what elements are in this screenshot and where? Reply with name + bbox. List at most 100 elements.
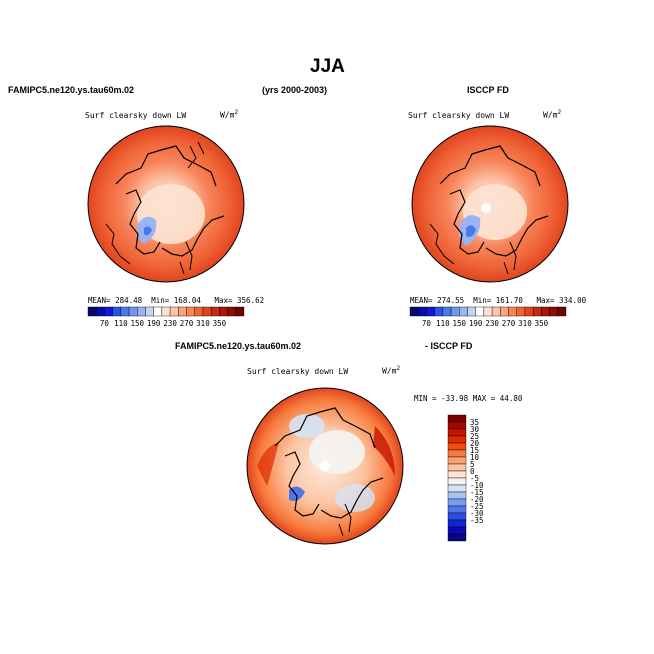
panel1-stats: MEAN= 284.48 Min= 168.04 Max= 356.62	[88, 296, 265, 305]
colorbar-tick-label: 10	[470, 453, 480, 462]
colorbar-swatch	[161, 306, 171, 317]
colorbar-swatch	[418, 306, 427, 317]
colorbar-tick-label: 270	[502, 319, 516, 328]
colorbar-tick-label: -5	[470, 474, 479, 483]
colorbar-tick-label: 150	[452, 319, 466, 328]
colorbar-tick-label: -30	[470, 509, 484, 518]
colorbar-swatch	[450, 306, 460, 317]
colorbar-tick-label: 25	[470, 432, 479, 441]
colorbar-tick-label: 20	[470, 439, 480, 448]
colorbar-swatch	[112, 306, 122, 317]
colorbar-swatch	[447, 512, 467, 521]
colorbar-swatch	[409, 306, 419, 317]
colorbar-swatch	[532, 306, 542, 317]
colorbar-swatch	[491, 306, 501, 317]
colorbar-tick-label: -25	[470, 502, 484, 511]
colorbar-swatch	[557, 306, 567, 317]
colorbar-swatch	[447, 442, 467, 451]
colorbar-swatch	[153, 306, 163, 317]
coastline	[115, 145, 217, 187]
colorbar-swatch	[447, 435, 467, 444]
colorbar-swatch	[541, 306, 550, 317]
colorbar-swatch	[447, 505, 467, 514]
colorbar-tick-label: 15	[470, 446, 479, 455]
colorbar-swatch	[549, 306, 558, 317]
panel3-units: W/m2	[382, 365, 401, 376]
colorbar-swatch	[508, 306, 517, 317]
panel1-variable-label: Surf clearsky down LW	[85, 111, 187, 120]
colorbar-swatch	[178, 306, 187, 317]
colorbar-swatch	[447, 449, 467, 458]
colorbar-swatch	[235, 306, 245, 317]
colorbar-swatch	[447, 456, 467, 465]
colorbar-swatch	[459, 306, 468, 317]
colorbar-obs: 70 110 150 190 230 270 310 350	[409, 306, 567, 328]
colorbar-swatch	[467, 306, 476, 317]
colorbar-tick-label: -15	[470, 488, 484, 497]
colorbar-swatch	[96, 306, 105, 317]
map-model-polar	[87, 125, 245, 283]
colorbar-swatch	[447, 470, 467, 479]
colorbar-tick-label: 0	[470, 467, 475, 476]
panel3-minmax: MIN = -33.98 MAX = 44.80	[414, 394, 523, 403]
colorbar-swatch	[186, 306, 195, 317]
coastline	[439, 145, 541, 187]
pole-hole	[481, 203, 491, 213]
colorbar-swatch	[483, 306, 493, 317]
colorbar-swatch	[447, 519, 467, 528]
map-obs-polar	[411, 125, 569, 283]
colorbar-swatch	[128, 306, 138, 317]
colorbar-tick-label: 350	[213, 319, 227, 328]
years-header: (yrs 2000-2003)	[262, 85, 328, 95]
panel3-variable-label: Surf clearsky down LW	[247, 367, 349, 376]
panel2-variable-label: Surf clearsky down LW	[408, 111, 510, 120]
colorbar-tick-label: 70	[422, 319, 432, 328]
colorbar-swatch	[516, 306, 526, 317]
colorbar-swatch	[500, 306, 509, 317]
model-case-header: FAMIPC5.ne120.ys.tau60m.02	[8, 85, 135, 95]
colorbar-tick-label: 270	[180, 319, 194, 328]
colorbar-tick-label: 110	[436, 319, 450, 328]
panel1-units: W/m2	[220, 109, 239, 120]
colorbar-tick-label: 310	[518, 319, 532, 328]
colorbar-tick-label: 230	[163, 319, 177, 328]
colorbar-tick-label: 110	[114, 319, 128, 328]
panel2-units: W/m2	[543, 109, 562, 120]
colorbar-tick-label: 230	[485, 319, 499, 328]
colorbar-swatch	[447, 428, 467, 437]
colorbar-tick-label: -20	[470, 495, 484, 504]
diff-model-header: FAMIPC5.ne120.ys.tau60m.02	[175, 341, 302, 351]
colorbar-swatch	[169, 306, 179, 317]
colorbar-model: 70 110 150 190 230 270 310 350	[87, 306, 245, 328]
colorbar-tick-label: 5	[470, 460, 475, 469]
colorbar-swatch	[104, 306, 113, 317]
colorbar-swatch	[447, 533, 467, 542]
colorbar-tick-label: 35	[470, 418, 479, 427]
colorbar-tick-label: 350	[535, 319, 549, 328]
colorbar-swatch	[137, 306, 146, 317]
colorbar-swatch	[145, 306, 154, 317]
colorbar-swatch	[524, 306, 534, 317]
colorbar-swatch	[219, 306, 228, 317]
colorbar-swatch	[475, 306, 485, 317]
colorbar-swatch	[426, 306, 435, 317]
colorbar-tick-label: 70	[100, 319, 110, 328]
colorbar-tick-label: 190	[469, 319, 483, 328]
colorbar-swatch	[120, 306, 130, 317]
colorbar-swatch	[447, 463, 467, 472]
colorbar-swatch	[434, 306, 444, 317]
colorbar-swatch	[202, 306, 212, 317]
colorbar-swatch	[447, 484, 467, 493]
colorbar-tick-label: 310	[196, 319, 210, 328]
colorbar-tick-label: -10	[470, 481, 484, 490]
colorbar-swatch	[194, 306, 204, 317]
colorbar-swatch	[447, 477, 467, 486]
colorbar-swatch	[210, 306, 220, 317]
colorbar-swatch	[227, 306, 236, 317]
colorbar-swatch	[447, 421, 467, 430]
figure-title: JJA	[310, 56, 345, 77]
colorbar-tick-label: 150	[130, 319, 144, 328]
colorbar-swatch	[87, 306, 97, 317]
colorbar-tick-label: 190	[147, 319, 161, 328]
